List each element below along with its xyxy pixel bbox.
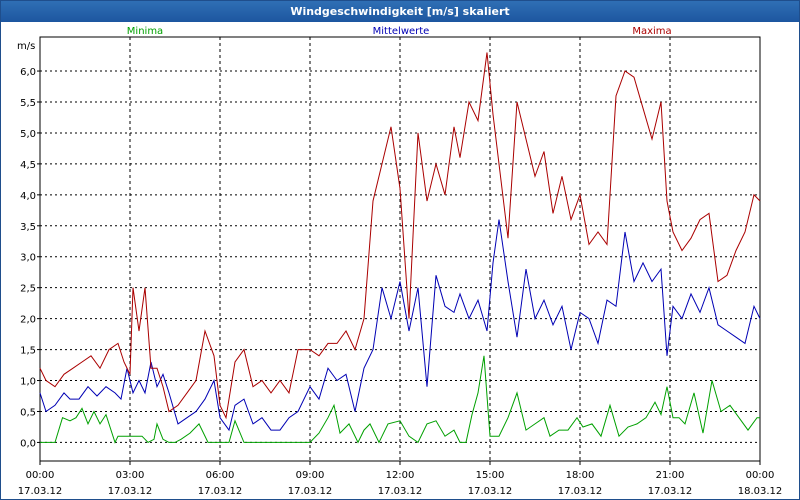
x-tick-date: 17.03.12 bbox=[378, 486, 423, 497]
y-tick-label: 6,0 bbox=[20, 67, 36, 78]
y-tick-label: 5,0 bbox=[20, 129, 36, 140]
y-axis-label: m/s bbox=[17, 41, 35, 52]
series-layer bbox=[39, 52, 761, 444]
series-line-minima bbox=[40, 355, 760, 444]
y-tick-label: 3,0 bbox=[20, 253, 36, 264]
y-tick-label: 1,5 bbox=[20, 346, 36, 357]
x-tick-time: 00:00 bbox=[746, 470, 775, 481]
legend: Minima Mittelwerte Maxima bbox=[127, 26, 672, 37]
x-tick-date: 17.03.12 bbox=[108, 486, 153, 497]
y-tick-label: 1,0 bbox=[20, 377, 36, 388]
y-tick-label: 0,5 bbox=[20, 407, 36, 418]
x-tick-date: 17.03.12 bbox=[468, 486, 513, 497]
x-tick-time: 00:00 bbox=[26, 470, 55, 481]
x-tick-time: 09:00 bbox=[296, 470, 325, 481]
x-tick-date: 18.03.12 bbox=[738, 486, 783, 497]
legend-maxima: Maxima bbox=[632, 26, 671, 37]
series-line-mittelwerte bbox=[39, 219, 761, 432]
x-tick-date: 17.03.12 bbox=[648, 486, 693, 497]
x-tick-date: 17.03.12 bbox=[18, 486, 63, 497]
x-tick-date: 17.03.12 bbox=[198, 486, 243, 497]
x-tick-time: 12:00 bbox=[386, 470, 415, 481]
x-tick-labels: 00:00 17.03.12 03:00 17.03.12 06:00 17.03.12 0… bbox=[18, 461, 783, 497]
y-tick-label: 4,0 bbox=[20, 191, 36, 202]
y-tick-label: 2,5 bbox=[20, 284, 36, 295]
legend-mittelwerte: Mittelwerte bbox=[373, 26, 430, 37]
window-title: Windgeschwindigkeit [m/s] skaliert bbox=[1, 1, 799, 22]
y-tick-label: 2,0 bbox=[20, 315, 36, 326]
y-tick-label: 4,5 bbox=[20, 160, 36, 171]
grid-layer bbox=[40, 37, 760, 461]
x-tick-time: 06:00 bbox=[206, 470, 235, 481]
y-tick-labels: 0,0 0,5 1,0 1,5 2,0 2,5 3,0 3,5 4,0 4,5 5,0 5,5 6,0 bbox=[20, 67, 40, 449]
x-tick-time: 21:00 bbox=[656, 470, 685, 481]
series-line-maxima bbox=[39, 52, 761, 420]
y-tick-label: 0,0 bbox=[20, 438, 36, 449]
y-tick-label: 3,5 bbox=[20, 222, 36, 233]
x-tick-time: 18:00 bbox=[566, 470, 595, 481]
x-tick-time: 15:00 bbox=[476, 470, 505, 481]
x-tick-date: 17.03.12 bbox=[558, 486, 603, 497]
y-tick-label: 5,5 bbox=[20, 98, 36, 109]
x-tick-date: 17.03.12 bbox=[288, 486, 333, 497]
x-tick-time: 03:00 bbox=[116, 470, 145, 481]
legend-minima: Minima bbox=[127, 26, 163, 37]
